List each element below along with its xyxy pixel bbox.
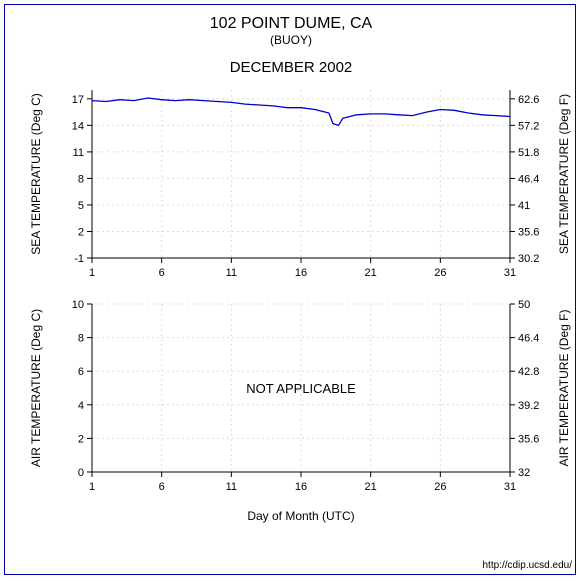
- chart-page: 102 POINT DUME, CA(BUOY)DECEMBER 2002161…: [0, 0, 582, 581]
- outer-border: [4, 4, 576, 575]
